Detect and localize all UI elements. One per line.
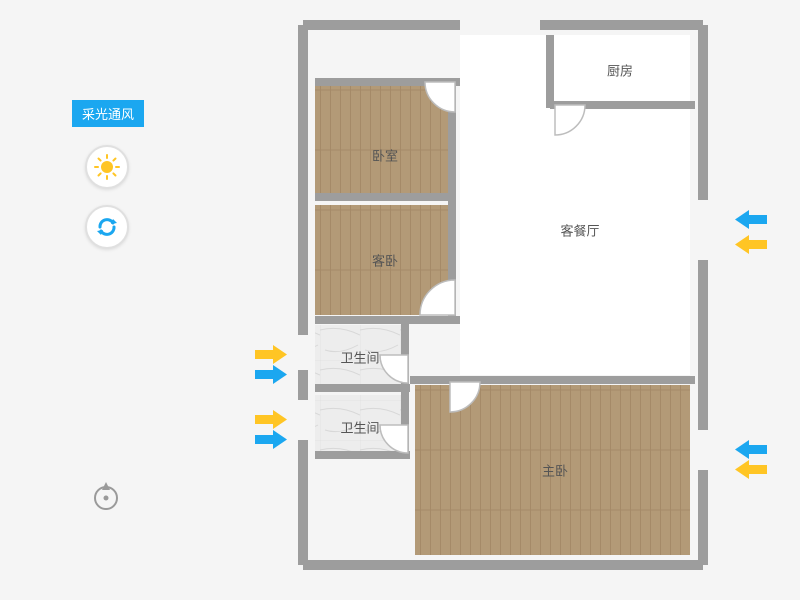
room-label-bedroom1: 卧室: [372, 146, 398, 165]
room-living: [460, 35, 690, 375]
yellow-arrow-left: [735, 235, 767, 259]
room-label-kitchen: 厨房: [607, 61, 633, 80]
blue-arrow-right: [255, 430, 287, 454]
room-label-bath2: 卫生间: [340, 418, 379, 437]
blue-arrow-left: [735, 210, 767, 234]
floor-plan: [0, 0, 800, 600]
room-label-bath1: 卫生间: [340, 348, 379, 367]
blue-arrow-right: [255, 365, 287, 389]
room-label-master: 主卧: [542, 461, 568, 480]
room-label-bedroom2: 客卧: [372, 251, 398, 270]
yellow-arrow-left: [735, 460, 767, 484]
room-label-living: 客餐厅: [560, 221, 599, 240]
